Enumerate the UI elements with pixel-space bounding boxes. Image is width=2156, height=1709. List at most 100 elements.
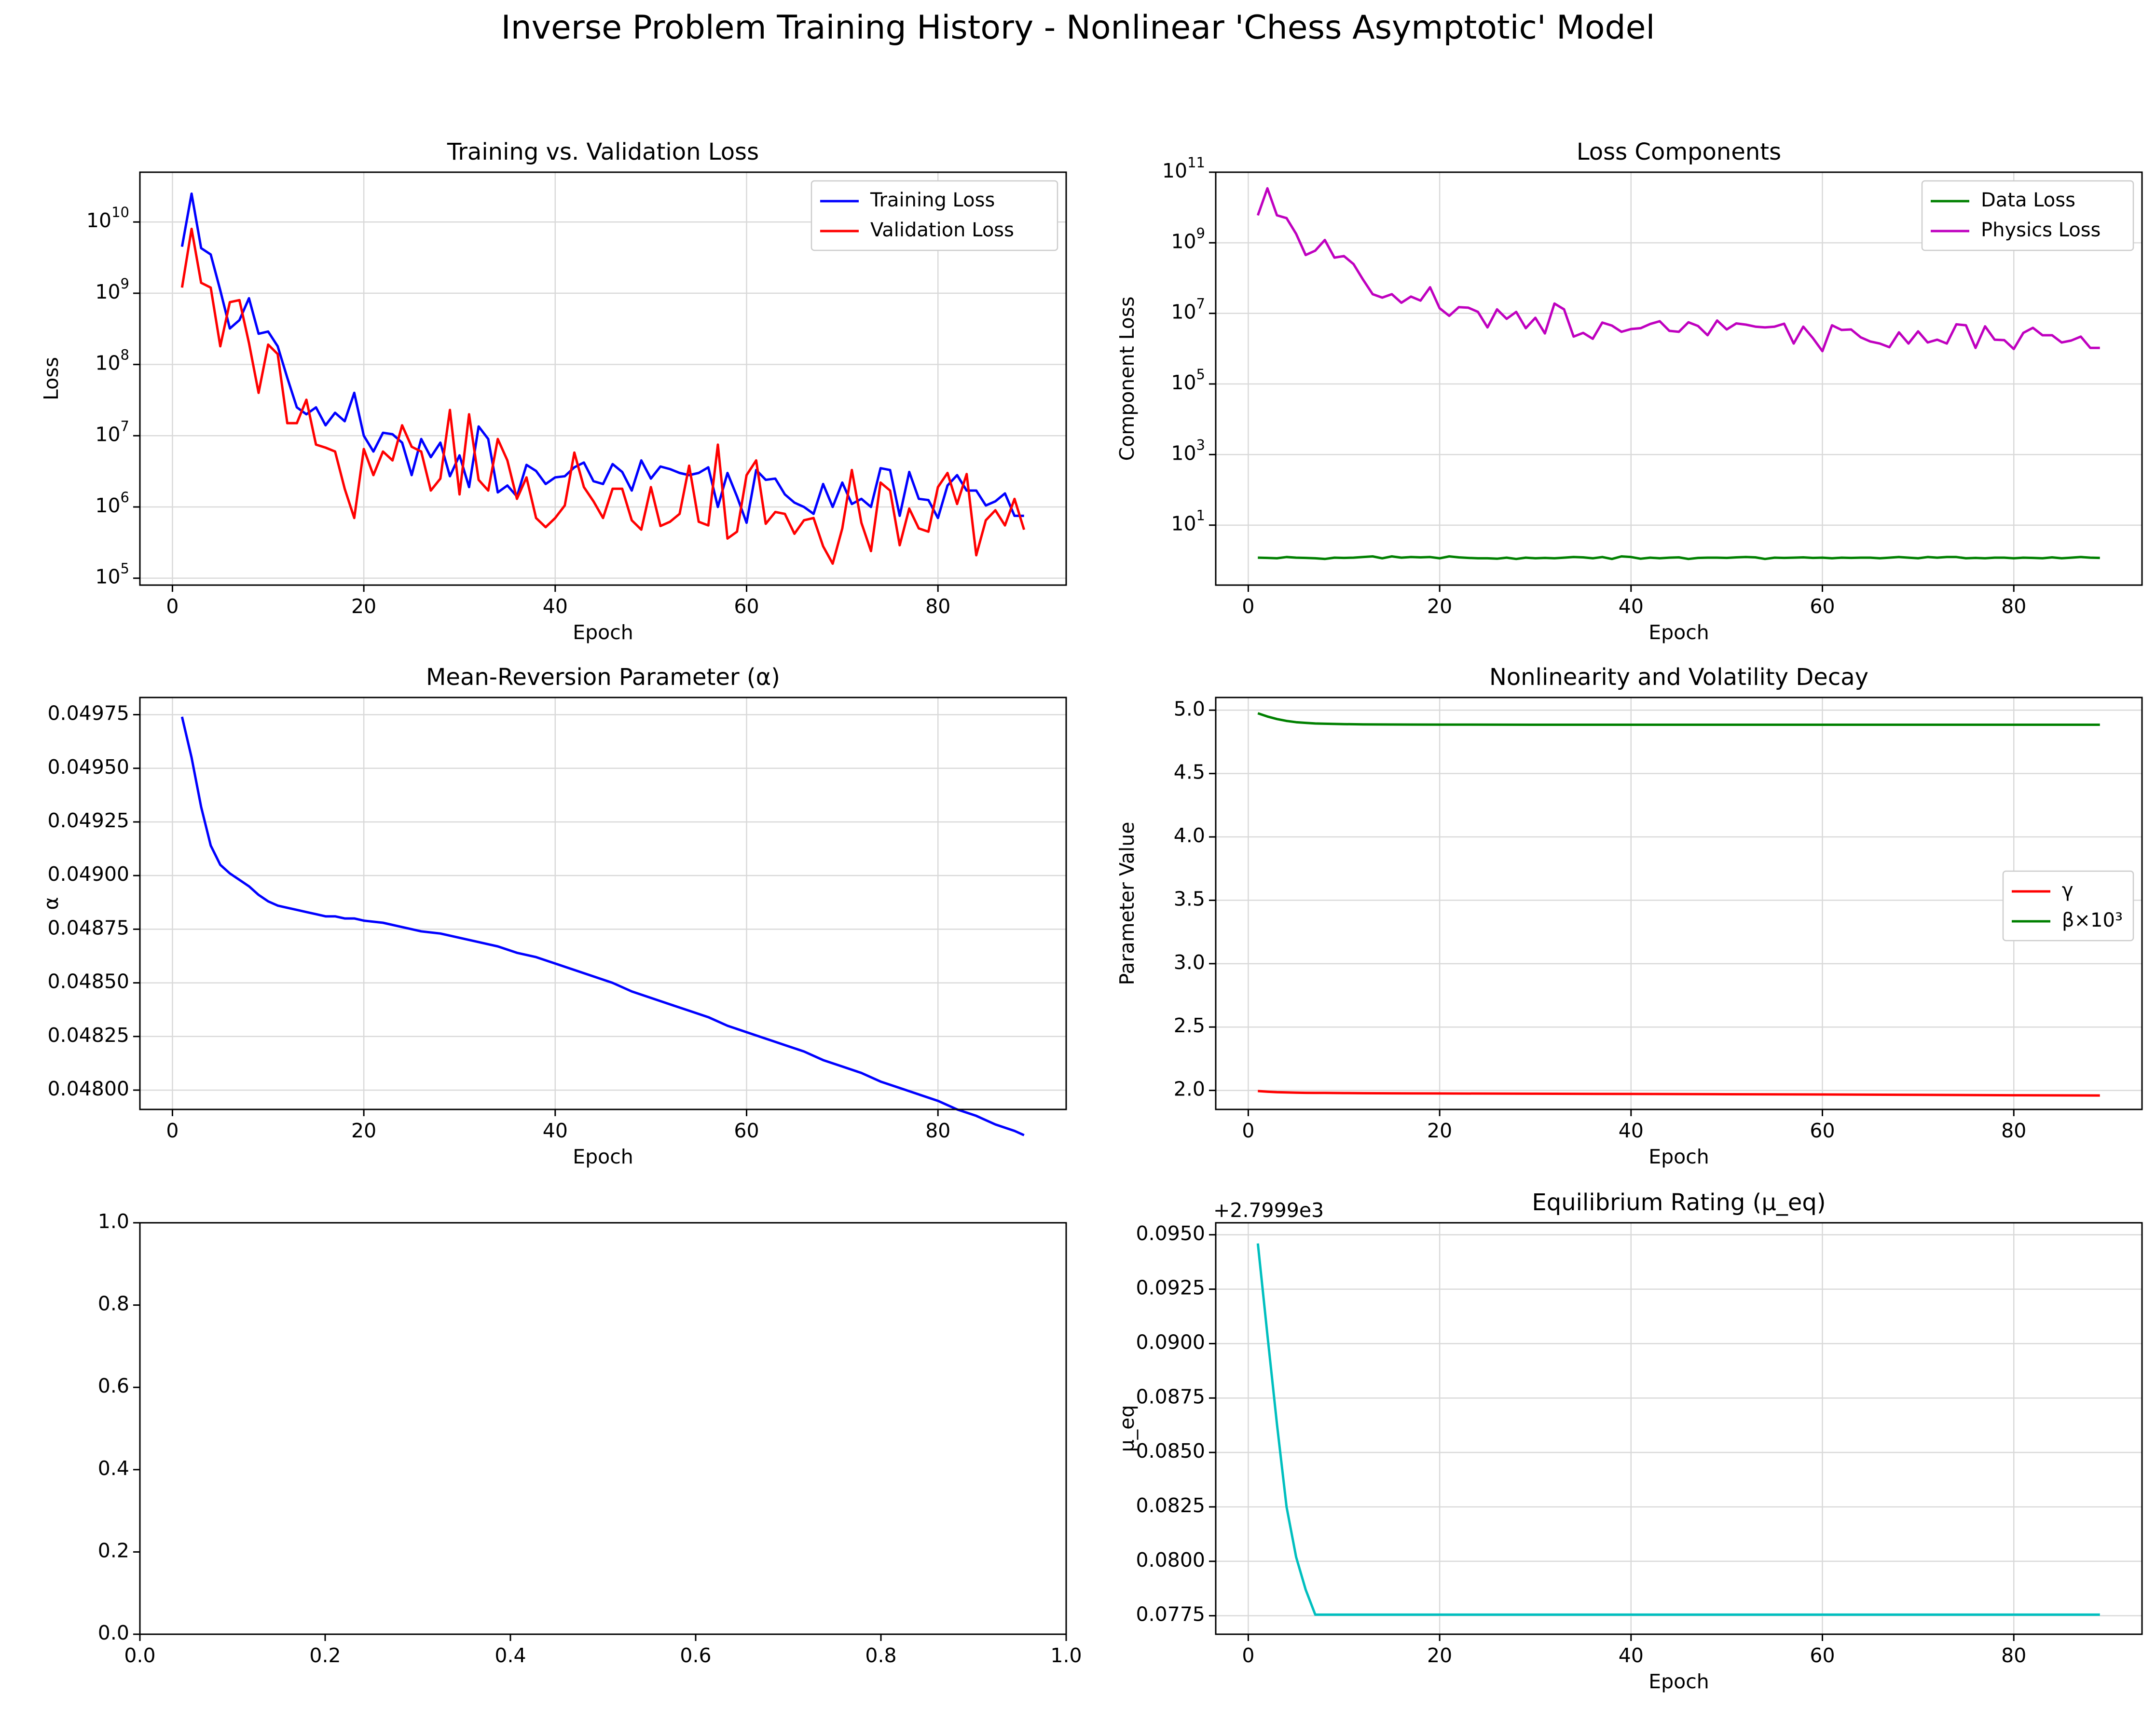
- y-tick-label: 0.04875: [47, 916, 129, 939]
- y-tick-label: 0.0775: [1136, 1603, 1205, 1626]
- legend-label: Data Loss: [1981, 189, 2075, 211]
- y-tick-label: 0.2: [98, 1539, 129, 1562]
- series-line: [1256, 1243, 2100, 1616]
- y-tick-label: 0.8: [98, 1292, 129, 1315]
- x-tick-label: 0: [166, 1119, 179, 1142]
- legend-box: [810, 180, 1058, 251]
- series-line: [180, 228, 1026, 565]
- y-tick-label: 1010: [86, 204, 129, 232]
- y-axis-label: Loss: [40, 357, 63, 400]
- x-tick-label: 60: [734, 1119, 759, 1142]
- axis-offset-text: +2.7999e3: [1213, 1199, 1324, 1222]
- y-tick-label: 0.0875: [1136, 1385, 1205, 1408]
- x-tick-label: 1.0: [1050, 1644, 1082, 1667]
- x-tick-label: 80: [925, 1119, 950, 1142]
- y-tick-label: 0.04825: [47, 1024, 129, 1047]
- y-tick-label: 2.0: [1174, 1078, 1205, 1101]
- y-axis-label: μ_eq: [1115, 1405, 1139, 1452]
- y-tick-label: 0.04950: [47, 755, 129, 779]
- legend-label: β×10³: [2062, 909, 2123, 931]
- x-tick-label: 20: [351, 595, 376, 618]
- legend-label: γ: [2062, 879, 2074, 902]
- y-tick-label: 0.04800: [47, 1077, 129, 1100]
- series-line: [1256, 187, 2100, 353]
- x-tick-label: 20: [1427, 1119, 1452, 1142]
- x-axis-label: Epoch: [1648, 1145, 1709, 1168]
- panel-title: Mean-Reversion Parameter (α): [426, 664, 780, 691]
- y-tick-label: 1.0: [98, 1210, 129, 1233]
- y-tick-label: 0.0825: [1136, 1494, 1205, 1517]
- x-tick-label: 40: [1619, 1119, 1644, 1142]
- y-tick-label: 0.0925: [1136, 1276, 1205, 1299]
- y-tick-label: 105: [1171, 366, 1205, 394]
- figure-title: Inverse Problem Training History - Nonli…: [501, 9, 1655, 47]
- series-line: [1257, 712, 2100, 726]
- y-tick-label: 1011: [1162, 154, 1205, 182]
- plot-frame: [139, 1222, 1067, 1635]
- y-axis-label: Parameter Value: [1115, 822, 1139, 985]
- x-tick-label: 80: [2001, 595, 2026, 618]
- plot-frame: [1215, 697, 2143, 1110]
- x-tick-label: 80: [2001, 1119, 2026, 1142]
- x-axis-label: Epoch: [1648, 1670, 1709, 1693]
- x-tick-label: 0.0: [124, 1644, 155, 1667]
- series-line: [1258, 1090, 2100, 1097]
- y-tick-label: 4.5: [1174, 761, 1205, 784]
- y-tick-label: 0.0900: [1136, 1330, 1205, 1354]
- y-tick-label: 3.0: [1174, 951, 1205, 974]
- x-tick-label: 0: [1242, 595, 1254, 618]
- panel-title: Equilibrium Rating (μ_eq): [1532, 1189, 1826, 1216]
- y-tick-label: 0.6: [98, 1374, 129, 1397]
- y-tick-label: 101: [1171, 507, 1205, 535]
- y-tick-label: 107: [95, 418, 129, 446]
- x-tick-label: 20: [1427, 1644, 1452, 1667]
- y-tick-label: 0.0850: [1136, 1439, 1205, 1463]
- y-tick-label: 0.04900: [47, 862, 129, 886]
- y-tick-label: 0.0950: [1136, 1222, 1205, 1245]
- plot-frame: [139, 171, 1067, 586]
- y-tick-label: 108: [95, 347, 129, 375]
- y-tick-label: 0.04850: [47, 970, 129, 993]
- x-tick-label: 0.2: [309, 1644, 341, 1667]
- plot-frame: [139, 697, 1067, 1110]
- x-tick-label: 0.8: [865, 1644, 896, 1667]
- x-tick-label: 0: [1242, 1119, 1254, 1142]
- y-tick-label: 0.0: [98, 1621, 129, 1644]
- series-line: [180, 192, 1024, 524]
- x-tick-label: 80: [925, 595, 950, 618]
- y-tick-label: 0.04925: [47, 809, 129, 832]
- y-tick-label: 4.0: [1174, 824, 1205, 847]
- x-tick-label: 40: [1619, 595, 1644, 618]
- legend-label: Validation Loss: [870, 219, 1014, 241]
- x-tick-label: 20: [351, 1119, 376, 1142]
- panel-title: Training vs. Validation Loss: [447, 138, 759, 165]
- y-tick-label: 109: [95, 275, 129, 303]
- plot-frame: [1215, 1222, 2143, 1635]
- x-tick-label: 40: [543, 595, 568, 618]
- y-tick-label: 2.5: [1174, 1014, 1205, 1037]
- legend-label: Training Loss: [870, 189, 995, 211]
- series-line: [180, 716, 1025, 1136]
- x-axis-label: Epoch: [573, 1145, 633, 1168]
- x-tick-label: 40: [543, 1119, 568, 1142]
- y-tick-label: 107: [1171, 296, 1205, 324]
- plot-frame: [1215, 171, 2143, 586]
- legend-label: Physics Loss: [1981, 219, 2101, 241]
- x-tick-label: 20: [1427, 595, 1452, 618]
- y-tick-label: 5.0: [1174, 697, 1205, 720]
- x-axis-label: Epoch: [1648, 621, 1709, 644]
- panel-title: Loss Components: [1577, 138, 1781, 165]
- y-tick-label: 109: [1171, 225, 1205, 253]
- x-tick-label: 60: [1810, 595, 1835, 618]
- series-line: [1258, 555, 2100, 561]
- x-tick-label: 0.4: [494, 1644, 526, 1667]
- y-axis-label: α: [40, 897, 63, 910]
- x-tick-label: 0: [1242, 1644, 1254, 1667]
- y-tick-label: 3.5: [1174, 887, 1205, 910]
- legend-box: [2002, 870, 2134, 942]
